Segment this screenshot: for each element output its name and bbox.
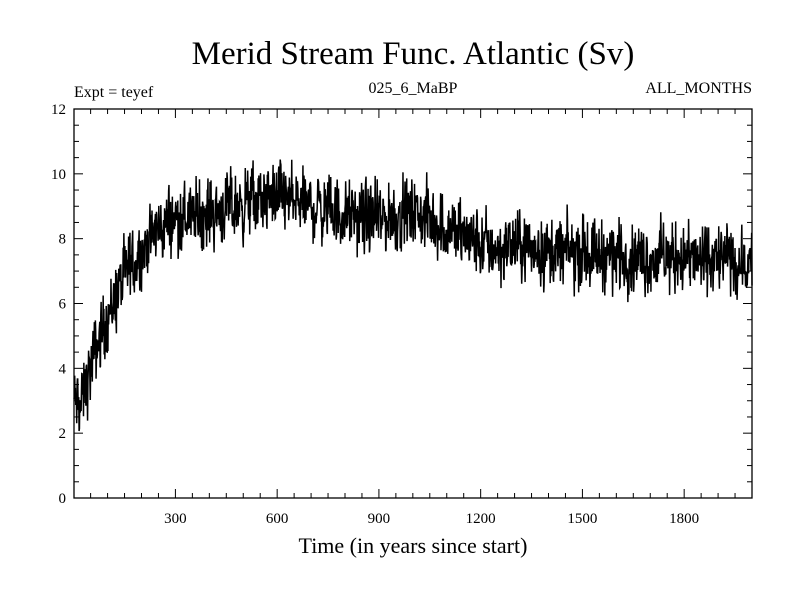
x-axis-label: Time (in years since start)	[299, 533, 528, 558]
x-tick-label: 1500	[567, 511, 597, 527]
y-tick-label: 4	[59, 361, 67, 377]
plot-frame	[73, 108, 753, 499]
x-tick-label: 900	[368, 511, 391, 527]
series-group	[73, 159, 753, 432]
x-tick-label: 600	[266, 511, 289, 527]
x-tick-label: 300	[164, 511, 187, 527]
y-tick-label: 10	[51, 167, 66, 183]
y-tick-label: 12	[51, 102, 66, 118]
subtitle-period: 025_6_MaBP	[369, 80, 458, 97]
x-tick-label: 1800	[669, 511, 699, 527]
y-tick-label: 0	[59, 491, 67, 507]
subtitle-months: ALL_MONTHS	[645, 80, 752, 97]
y-tick-label: 2	[59, 426, 67, 442]
y-tick-label: 8	[59, 232, 67, 248]
x-tick-label: 1200	[466, 511, 496, 527]
chart-title: Merid Stream Func. Atlantic (Sv)	[192, 36, 635, 72]
axis-ticks: 300 600 900 1200 1500 1800 0 2 4 6 8 10 12	[51, 102, 752, 527]
series-line	[73, 159, 753, 432]
subtitle-experiment: Expt = teyef	[74, 84, 154, 101]
y-tick-label: 6	[59, 297, 67, 313]
